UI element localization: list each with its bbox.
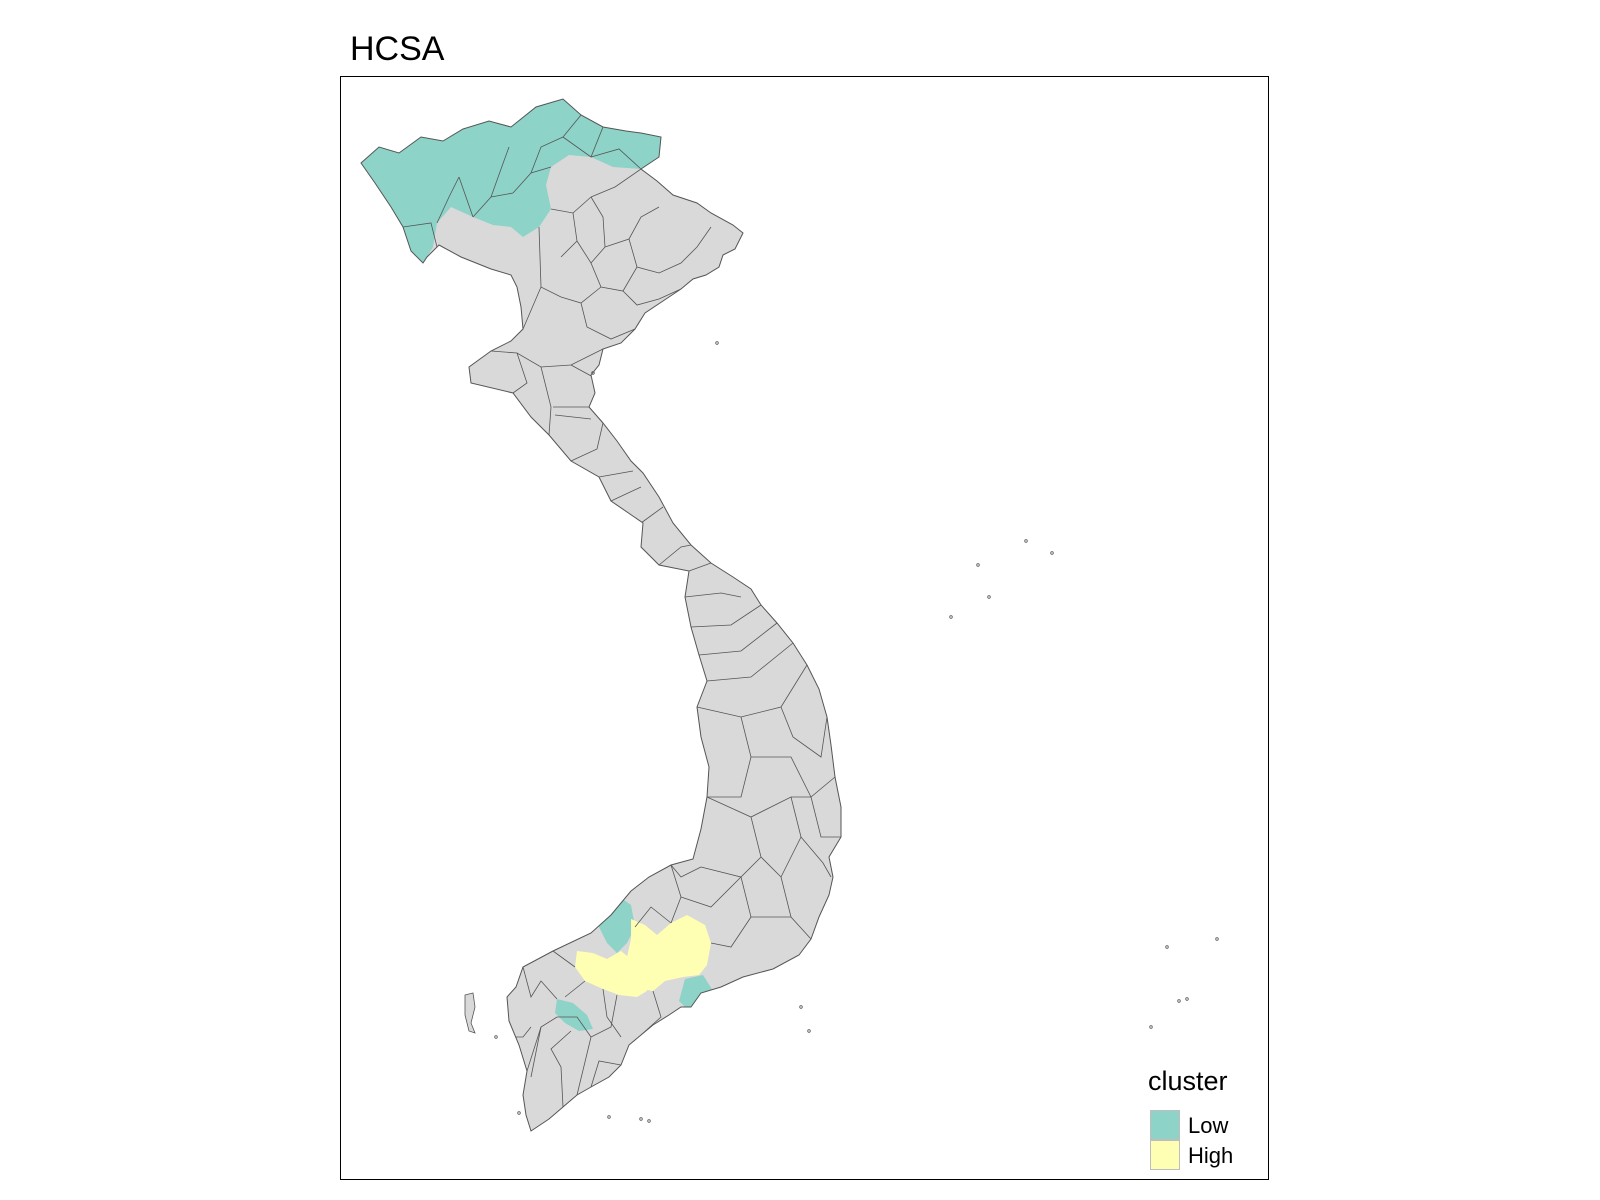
province-border-32 [610, 486, 642, 502]
cluster-high-region-1 [627, 915, 711, 991]
province-border-43 [751, 756, 836, 798]
legend-label-low: Low [1188, 1113, 1229, 1138]
province-border-19 [622, 288, 682, 306]
island-dot-17 [647, 1119, 651, 1123]
province-border-22 [538, 226, 542, 288]
province-border-54 [680, 876, 742, 908]
province-border-52 [670, 864, 702, 878]
province-border-61 [550, 1030, 572, 1108]
province-border-34 [658, 544, 692, 566]
province-border-63 [590, 1060, 622, 1088]
country-fill [361, 99, 841, 1131]
province-border-31 [598, 470, 634, 478]
island-dot-11 [1185, 997, 1189, 1001]
island-dot-6 [987, 595, 991, 599]
province-border-60 [602, 988, 622, 1038]
province-border-30 [570, 422, 604, 462]
cluster-low-region-4 [555, 999, 593, 1031]
province-border-5 [490, 146, 510, 198]
cluster-high-region-2 [575, 951, 647, 997]
province-border-49 [710, 876, 752, 948]
province-border-39 [706, 642, 794, 682]
province-border-8 [562, 114, 582, 138]
province-border-25 [512, 352, 528, 394]
island-dot-13 [807, 1029, 811, 1033]
province-border-59 [522, 966, 558, 1000]
province-border-1 [402, 222, 438, 248]
province-border-18 [590, 262, 638, 292]
province-border-47 [810, 796, 841, 838]
island-dot-14 [494, 1035, 498, 1039]
map-frame [340, 76, 1269, 1180]
legend-swatch-high [1150, 1140, 1180, 1170]
legend-label-high: High [1188, 1143, 1234, 1168]
island-dot-3 [1024, 539, 1028, 543]
island-dot-12 [799, 1005, 803, 1009]
island-dot-18 [607, 1115, 611, 1119]
province-border-58 [526, 1016, 592, 1072]
island-dot-19 [1149, 1025, 1153, 1029]
province-border-65 [552, 950, 576, 968]
province-border-62 [530, 1026, 542, 1078]
province-border-40 [696, 664, 808, 718]
province-border-46 [760, 796, 802, 878]
province-border-7 [530, 136, 564, 174]
province-border-27 [570, 364, 594, 378]
province-border-14 [590, 196, 606, 248]
province-border-66 [564, 980, 586, 998]
province-border-26 [540, 366, 552, 436]
vietnam-map [360, 98, 1219, 1132]
province-border-16 [628, 226, 712, 274]
island-dot-4 [1050, 551, 1054, 555]
legend-swatch-low [1150, 1110, 1180, 1140]
province-border-33 [640, 506, 664, 524]
island-dot-7 [949, 615, 953, 619]
province-border-55 [634, 906, 672, 928]
province-border-44 [706, 796, 811, 818]
island-dot-1 [715, 341, 719, 345]
province-border-48 [800, 836, 832, 878]
province-border-45 [700, 816, 762, 878]
province-border-20 [522, 286, 602, 330]
map-title: HCSA [350, 30, 445, 68]
province-border-41 [707, 716, 752, 798]
province-border-38 [698, 622, 778, 656]
province-border-12 [590, 168, 642, 198]
country-outline [360, 98, 842, 1132]
island-dot-16 [639, 1117, 643, 1121]
province-border-23 [490, 274, 512, 337]
island-phu-quoc [464, 992, 476, 1034]
province-border-2 [436, 176, 460, 224]
province-border-42 [780, 706, 828, 758]
province-border-57 [576, 994, 618, 1096]
island-dot-10 [1177, 999, 1181, 1003]
province-border-36 [684, 592, 742, 598]
island-dot-15 [517, 1111, 521, 1115]
province-border-15 [604, 206, 660, 248]
province-border-37 [690, 604, 762, 628]
province-border-29 [554, 414, 592, 420]
island-dot-9 [1215, 937, 1219, 941]
province-border-35 [688, 562, 712, 572]
province-border-21 [580, 302, 636, 340]
island-dot-8 [1165, 945, 1169, 949]
province-border-10 [590, 148, 642, 170]
island-dot-2 [591, 371, 595, 375]
province-border-3 [458, 176, 474, 218]
island-dot-5 [976, 563, 980, 567]
legend-title: cluster [1148, 1066, 1228, 1096]
